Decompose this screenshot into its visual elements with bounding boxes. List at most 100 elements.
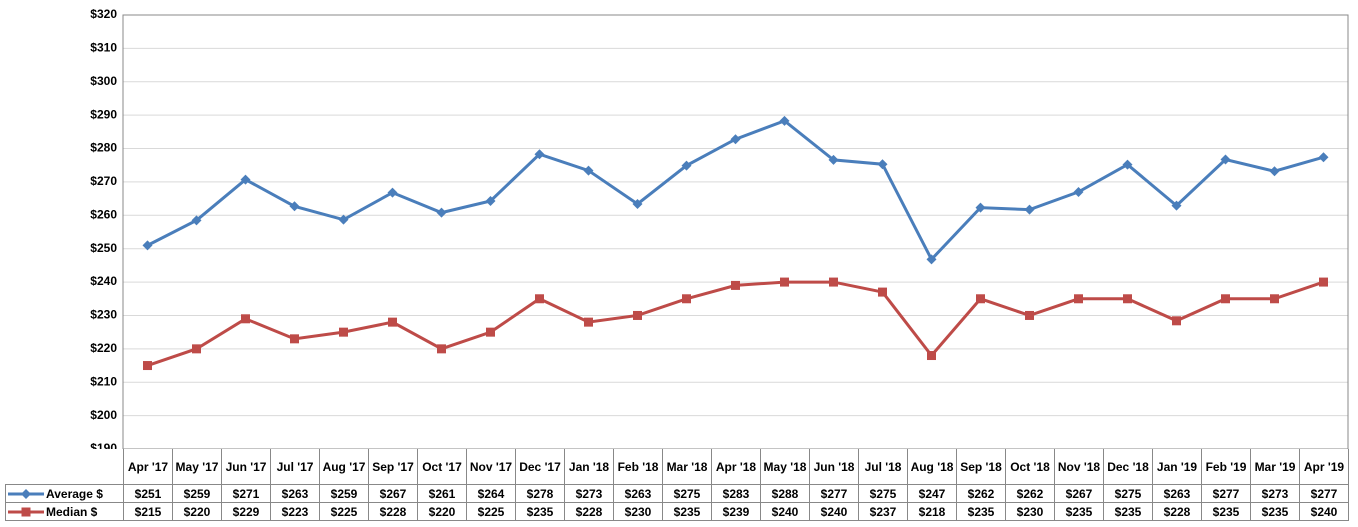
y-tick-label: $260 <box>90 207 117 221</box>
y-tick-label: $220 <box>90 341 117 355</box>
y-tick-label: $210 <box>90 374 117 388</box>
marker <box>240 174 251 185</box>
marker <box>1024 204 1035 215</box>
data-label: $225 <box>319 502 369 521</box>
legend-label: Median $ <box>46 504 98 519</box>
data-label: $225 <box>466 502 516 521</box>
marker <box>485 195 496 206</box>
x-tick-label: Aug '18 <box>907 449 957 485</box>
data-label: $240 <box>809 502 859 521</box>
data-table: Apr '17 May '17 Jun '17 Jul '17 Aug '17 Sep '… <box>5 449 1349 521</box>
marker <box>1171 200 1182 211</box>
marker <box>877 159 888 170</box>
x-tick-label: Dec '18 <box>1103 449 1153 485</box>
x-tick-label: May '17 <box>172 449 222 485</box>
x-tick-label: Sep '18 <box>956 449 1006 485</box>
marker <box>828 154 839 165</box>
x-tick-label: Nov '17 <box>466 449 516 485</box>
marker <box>1269 166 1280 177</box>
header-row: Apr '17 May '17 Jun '17 Jul '17 Aug '17 Sep '… <box>5 449 1349 485</box>
marker <box>1172 316 1181 326</box>
data-label: $220 <box>172 502 222 521</box>
data-label: $262 <box>956 484 1006 503</box>
marker <box>143 361 152 371</box>
series-row: Average $ $251 $259 $271 $263 $259 $267 $261 $26… <box>5 484 1349 503</box>
marker <box>682 294 691 304</box>
data-label: $228 <box>1152 502 1202 521</box>
marker <box>1074 294 1083 304</box>
x-tick-label: Jul '18 <box>858 449 908 485</box>
data-label: $247 <box>907 484 957 503</box>
y-tick-label: $270 <box>90 174 117 188</box>
data-label: $261 <box>417 484 467 503</box>
marker <box>584 317 593 327</box>
data-label: $277 <box>809 484 859 503</box>
data-label: $263 <box>270 484 320 503</box>
data-label: $262 <box>1005 484 1055 503</box>
y-tick-label: $250 <box>90 241 117 255</box>
data-label: $215 <box>123 502 173 521</box>
marker <box>1073 186 1084 197</box>
data-label: $263 <box>1152 484 1202 503</box>
series-line <box>147 280 1324 367</box>
data-label: $275 <box>662 484 712 503</box>
data-label: $218 <box>907 502 957 521</box>
marker <box>927 351 936 361</box>
marker <box>1270 294 1279 304</box>
data-label: $235 <box>662 502 712 521</box>
data-label: $230 <box>613 502 663 521</box>
x-tick-label: May '18 <box>760 449 810 485</box>
x-tick-label: Apr '19 <box>1299 449 1349 485</box>
data-label: $251 <box>123 484 173 503</box>
marker <box>436 207 447 218</box>
marker <box>780 277 789 287</box>
x-tick-label: Dec '17 <box>515 449 565 485</box>
x-tick-label: Jun '18 <box>809 449 859 485</box>
legend-key <box>8 489 44 500</box>
marker <box>633 310 642 320</box>
data-label: $277 <box>1299 484 1349 503</box>
data-label: $235 <box>515 502 565 521</box>
data-label: $273 <box>564 484 614 503</box>
x-tick-label: Apr '17 <box>123 449 173 485</box>
marker <box>1025 310 1034 320</box>
data-label: $239 <box>711 502 761 521</box>
marker <box>1221 294 1230 304</box>
marker <box>1318 152 1329 163</box>
data-label: $283 <box>711 484 761 503</box>
data-label: $259 <box>319 484 369 503</box>
data-label: $220 <box>417 502 467 521</box>
marker <box>976 294 985 304</box>
marker <box>535 294 544 304</box>
marker <box>534 149 545 160</box>
marker <box>387 187 398 198</box>
y-tick-label: $280 <box>90 141 117 155</box>
marker <box>289 201 300 212</box>
x-tick-label: Jul '17 <box>270 449 320 485</box>
y-tick-label: $300 <box>90 74 117 88</box>
x-tick-label: Apr '18 <box>711 449 761 485</box>
marker <box>926 254 937 265</box>
marker <box>21 489 31 500</box>
data-label: $230 <box>1005 502 1055 521</box>
marker <box>878 287 887 297</box>
data-label: $235 <box>1201 502 1251 521</box>
marker <box>290 334 299 344</box>
data-label: $235 <box>1054 502 1104 521</box>
x-tick-label: Feb '18 <box>613 449 663 485</box>
marker <box>730 134 741 145</box>
y-tick-label: $230 <box>90 308 117 322</box>
x-tick-label: Mar '18 <box>662 449 712 485</box>
y-tick-label: $190 <box>90 441 117 449</box>
y-tick-label: $320 <box>90 7 117 21</box>
marker <box>486 327 495 337</box>
data-label: $273 <box>1250 484 1300 503</box>
marker <box>583 165 594 176</box>
x-tick-label: Jan '19 <box>1152 449 1202 485</box>
marker <box>192 344 201 354</box>
marker <box>1319 277 1328 287</box>
legend-entry: Average $ <box>5 484 124 503</box>
marker <box>681 160 692 171</box>
data-label: $228 <box>368 502 418 521</box>
